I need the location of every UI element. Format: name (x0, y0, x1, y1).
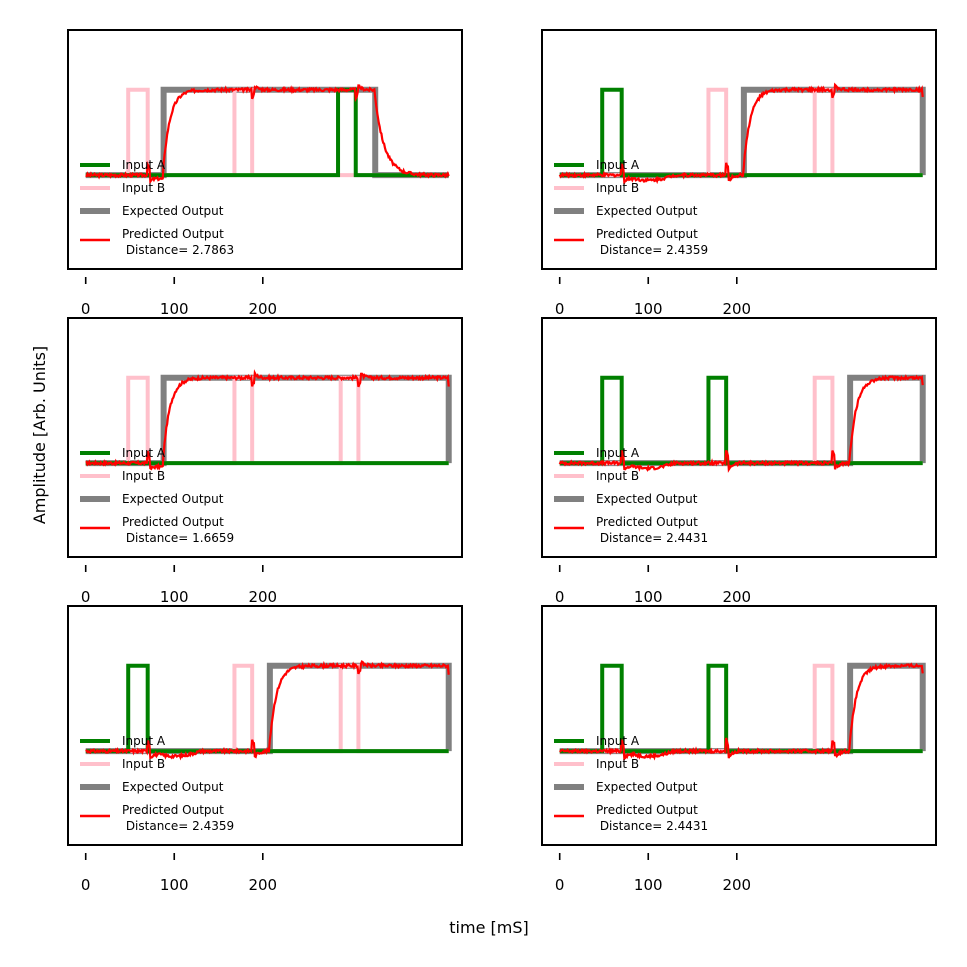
x-axis-label: time [mS] (449, 918, 528, 937)
panel-bottom-left: 0 100 200 Input A Input B Expected Output Pred… (67, 605, 463, 894)
axes-frame (67, 29, 463, 270)
x-tick-label: 0 (555, 588, 565, 606)
x-tick-label: 0 (81, 588, 91, 606)
x-tick-label: 100 (634, 876, 663, 894)
x-tick-label: 200 (248, 300, 277, 318)
panel-middle-left: 0 100 200 Input A Input B Expected Output Pred… (67, 317, 463, 606)
axes-frame (541, 29, 937, 270)
predicted-output-line (558, 82, 924, 187)
legend-label: Input A (122, 734, 166, 748)
x-tick-label: 200 (722, 588, 751, 606)
legend-label: Input B (122, 757, 165, 771)
predicted-output-line (85, 369, 450, 471)
legend-label: Input B (596, 757, 639, 771)
legend-label: Predicted Output (122, 803, 224, 817)
x-tick-label: 200 (248, 588, 277, 606)
x-tick-label: 100 (160, 300, 189, 318)
predicted-output-line (558, 662, 924, 762)
x-tick-label: 100 (160, 876, 189, 894)
x-tick-label: 0 (81, 876, 91, 894)
distance-label: Distance= 2.4431 (596, 819, 708, 833)
legend-label: Input A (596, 158, 640, 172)
distance-label: Distance= 2.4431 (596, 531, 708, 545)
predicted-output-line (85, 84, 450, 186)
legend-label: Predicted Output (122, 227, 224, 241)
legend-label: Input B (122, 469, 165, 483)
legend-label: Input A (596, 446, 640, 460)
distance-label: Distance= 2.7863 (122, 243, 234, 257)
panel-bottom-right: 0 100 200 Input A Input B Expected Output Pred… (541, 605, 937, 894)
legend-label: Input A (122, 158, 166, 172)
input-a-line (559, 375, 923, 466)
legend-label: Input B (596, 181, 639, 195)
panels: 0 100 200 Input A Input B Expected Output Pred… (67, 29, 937, 894)
axes-frame (541, 605, 937, 846)
distance-label: Distance= 2.4359 (122, 819, 234, 833)
axes-frame (67, 317, 463, 558)
legend-label: Expected Output (122, 780, 224, 794)
legend-label: Input A (122, 446, 166, 460)
x-tick-label: 200 (722, 876, 751, 894)
legend-label: Expected Output (596, 780, 698, 794)
x-tick-label: 100 (634, 300, 663, 318)
legend-label: Expected Output (122, 204, 224, 218)
x-tick-label: 200 (248, 876, 277, 894)
legend-label: Expected Output (596, 204, 698, 218)
legend-label: Predicted Output (596, 227, 698, 241)
x-tick-label: 0 (555, 300, 565, 318)
panel-top-left: 0 100 200 Input A Input B Expected Output Pred… (67, 29, 463, 318)
x-tick-label: 100 (160, 588, 189, 606)
distance-label: Distance= 2.4359 (596, 243, 708, 257)
legend-label: Predicted Output (596, 803, 698, 817)
legend-label: Expected Output (122, 492, 224, 506)
panel-middle-right: 0 100 200 Input A Input B Expected Output Pred… (541, 317, 937, 606)
legend-label: Input A (596, 734, 640, 748)
legend-label: Input B (596, 469, 639, 483)
legend-label: Predicted Output (596, 515, 698, 529)
legend-label: Expected Output (596, 492, 698, 506)
x-tick-label: 100 (634, 588, 663, 606)
axes-frame (67, 605, 463, 846)
x-tick-label: 0 (555, 876, 565, 894)
distance-label: Distance= 1.6659 (122, 531, 234, 545)
legend-label: Input B (122, 181, 165, 195)
x-tick-label: 0 (81, 300, 91, 318)
axes-frame (541, 317, 937, 558)
panel-top-right: 0 100 200 Input A Input B Expected Output Pred… (541, 29, 937, 318)
legend-label: Predicted Output (122, 515, 224, 529)
x-tick-label: 200 (722, 300, 751, 318)
predicted-output-line (85, 660, 450, 761)
y-axis-label: Amplitude [Arb. Units] (30, 346, 49, 524)
predicted-output-line (558, 374, 924, 473)
